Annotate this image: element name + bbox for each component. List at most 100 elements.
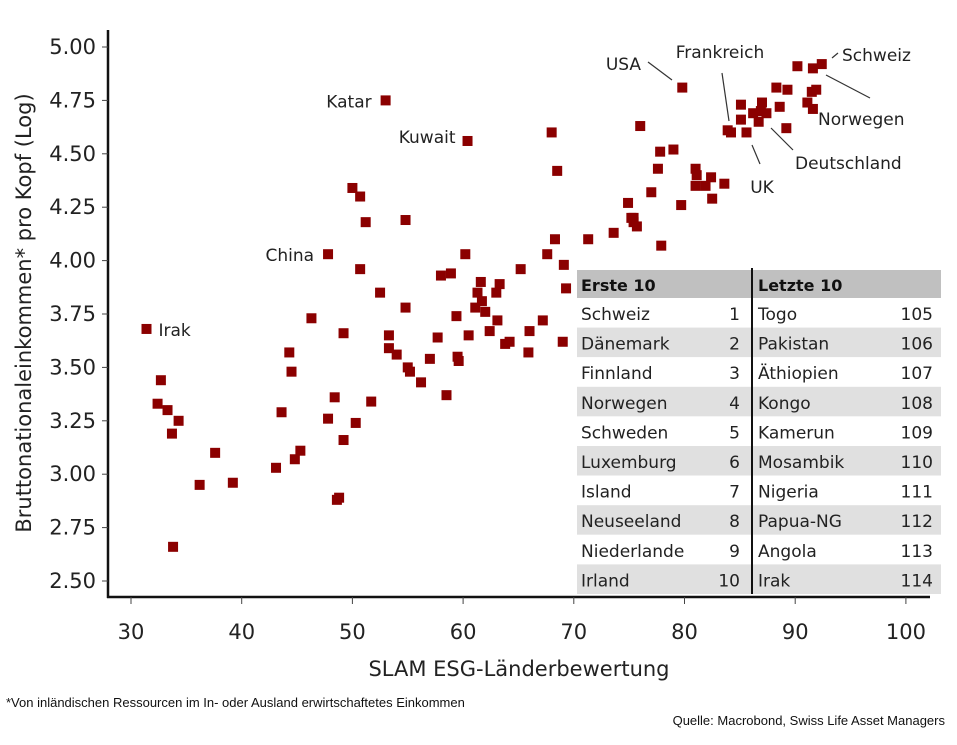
data-point <box>155 375 166 386</box>
x-tick-label: 30 <box>118 620 145 644</box>
data-point <box>162 405 173 416</box>
data-point <box>515 264 526 275</box>
data-point <box>338 328 349 339</box>
annotation-label: Kuwait <box>399 128 456 148</box>
data-point <box>807 63 818 74</box>
y-tick-label: 3.00 <box>49 462 96 486</box>
x-tick-label: 70 <box>560 620 587 644</box>
y-tick-label: 4.50 <box>49 142 96 166</box>
data-point <box>792 61 803 72</box>
table-row-bg <box>577 564 941 594</box>
data-point <box>676 200 687 211</box>
source-note: Quelle: Macrobond, Swiss Life Asset Mana… <box>672 713 945 728</box>
data-point <box>441 390 452 401</box>
table-cell-last-name: Nigeria <box>758 483 819 503</box>
footnote: *Von inländischen Ressourcen im In- oder… <box>6 695 465 710</box>
data-points <box>141 59 827 552</box>
y-tick-label: 4.25 <box>49 195 96 219</box>
table-cell-last-name: Mosambik <box>758 453 844 473</box>
data-point <box>472 287 483 298</box>
data-point <box>380 95 391 106</box>
data-point <box>289 454 300 465</box>
table-cell-first-rank: 8 <box>729 512 740 532</box>
data-point <box>323 413 334 424</box>
x-tick-label: 90 <box>782 620 809 644</box>
data-point <box>557 336 568 347</box>
table-cell-last-name: Irak <box>758 571 790 591</box>
data-point <box>656 240 667 251</box>
data-point <box>771 82 782 93</box>
table-cell-first-rank: 9 <box>729 542 740 562</box>
x-tick-label: 100 <box>886 620 926 644</box>
data-point <box>432 332 443 343</box>
data-point <box>802 97 813 108</box>
table-cell-first-name: Schweden <box>581 423 668 443</box>
annotation-leader-line <box>831 52 839 59</box>
table-cell-last-name: Kongo <box>758 394 811 414</box>
data-point <box>774 101 785 112</box>
annotation-leader-line <box>721 72 730 122</box>
data-point <box>690 180 701 191</box>
y-tick-label: 3.50 <box>49 355 96 379</box>
data-point <box>404 366 415 377</box>
data-point <box>631 221 642 232</box>
data-point <box>782 84 793 95</box>
scatter-chart: 2.50 2.75 3.00 3.25 3.50 3.75 4.00 4.25 4.50 4.75… <box>12 30 941 681</box>
annotation-label: Irak <box>158 321 190 341</box>
data-point <box>152 398 163 409</box>
annotation-label: China <box>265 246 314 266</box>
x-tick-label: 80 <box>671 620 698 644</box>
data-point <box>691 170 702 181</box>
data-point <box>753 116 764 127</box>
table-cell-first-rank: 5 <box>729 423 740 443</box>
data-point <box>549 234 560 245</box>
data-point <box>668 144 679 155</box>
data-point <box>475 276 486 287</box>
table-cell-last-rank: 107 <box>901 364 933 384</box>
table-cell-first-name: Finnland <box>581 364 653 384</box>
data-point <box>463 330 474 341</box>
data-point <box>400 215 411 226</box>
data-point <box>646 187 657 198</box>
data-point <box>460 249 471 260</box>
data-point <box>210 447 221 458</box>
table-cell-first-rank: 10 <box>718 571 740 591</box>
data-point <box>329 392 340 403</box>
data-point <box>608 227 619 238</box>
x-tick-label: 40 <box>228 620 255 644</box>
table-row-bg <box>577 386 941 417</box>
annotation-label: UK <box>750 178 774 198</box>
data-point <box>623 197 634 208</box>
table-row-bg <box>577 446 941 476</box>
y-tick-label: 5.00 <box>49 35 96 59</box>
annotation-label: Katar <box>326 92 371 112</box>
data-point <box>347 182 358 193</box>
data-point <box>542 249 553 260</box>
data-point <box>492 315 503 326</box>
table-cell-last-name: Pakistan <box>758 335 829 355</box>
data-point <box>524 326 535 337</box>
data-point <box>523 347 534 358</box>
annotation-label: Deutschland <box>795 154 902 174</box>
data-point <box>706 172 717 183</box>
table-cell-last-rank: 111 <box>901 483 933 503</box>
table-cell-first-name: Island <box>581 483 632 503</box>
annotation-leader-line <box>770 127 794 151</box>
data-point <box>735 99 746 110</box>
y-tick-label: 3.75 <box>49 302 96 326</box>
table-cell-last-name: Kamerun <box>758 423 835 443</box>
data-point <box>816 59 827 70</box>
table-row-bg <box>577 357 941 387</box>
y-tick-label: 4.75 <box>49 88 96 112</box>
table-cell-first-rank: 4 <box>729 394 740 414</box>
table-cell-last-rank: 108 <box>901 394 933 414</box>
data-point <box>462 135 473 146</box>
data-point <box>690 163 701 174</box>
data-point <box>546 127 557 138</box>
table-header-first: Erste 10 <box>581 276 656 295</box>
x-ticks: 30 40 50 60 70 80 90 100 <box>118 597 926 644</box>
table-cell-first-rank: 1 <box>729 305 740 325</box>
annotation-label: USA <box>606 55 642 75</box>
data-point <box>166 428 177 439</box>
